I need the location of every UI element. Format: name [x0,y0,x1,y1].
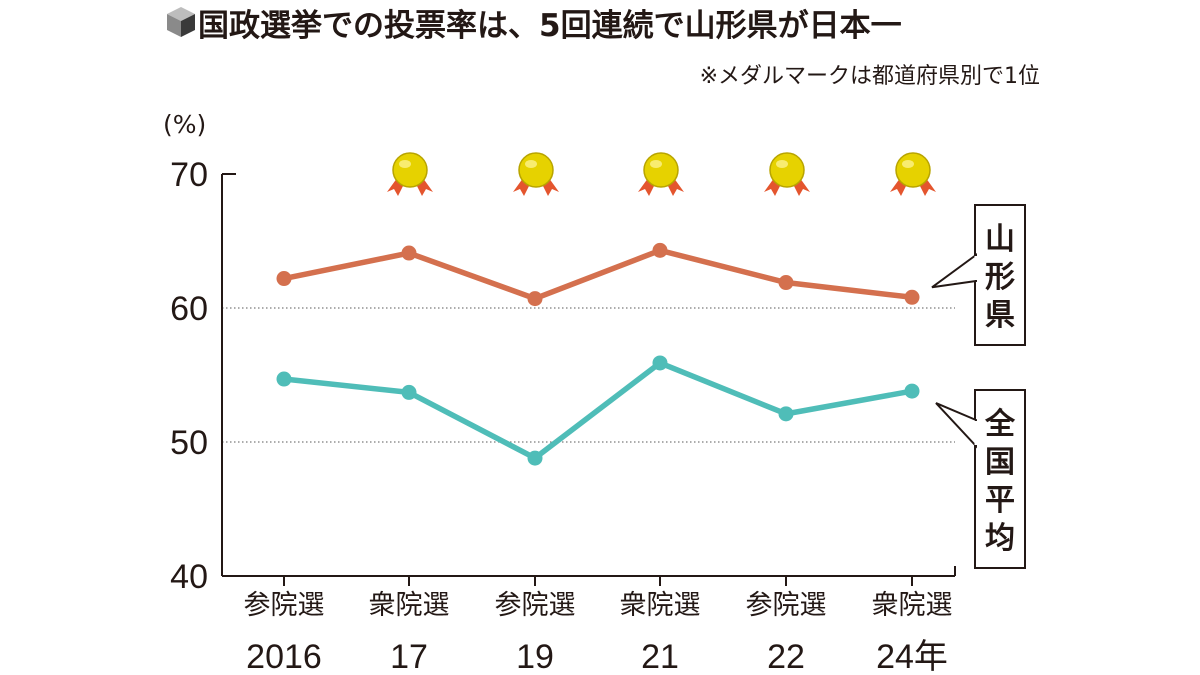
x-tick-year-label: 19 [516,638,554,675]
x-tick-election-label: 衆院選 [369,590,450,621]
series-label-char: 県 [985,298,1015,333]
series-label-char: 山 [985,222,1015,257]
y-tick-label: 70 [170,156,208,194]
y-unit-label: (%) [163,110,206,139]
data-point [652,355,668,371]
series-label-box: 山形県 [931,204,1026,346]
y-tick-label: 60 [170,290,208,328]
data-point [401,245,417,261]
data-point [276,371,292,387]
series-label-char: 全 [984,407,1016,442]
chart-title: 国政選挙での投票率は、5回連続で山形県が日本一 [198,8,902,44]
label-box-frame [974,389,1026,569]
series-label-char: 形 [985,260,1015,295]
medal-shine [525,160,537,168]
series-line [283,360,913,461]
series-lines [276,242,920,466]
data-point [527,450,543,466]
medal-icon [890,152,936,196]
medal-icon [513,152,559,196]
label-box-pointer [931,253,977,289]
x-tick-year-label: 22 [767,638,805,675]
medal-shine [650,160,662,168]
axes [221,173,956,586]
x-tick-election-label: 参院選 [244,590,325,621]
medal-disc [895,152,931,188]
data-point [652,242,668,258]
data-point [778,406,794,422]
medal-disc [518,152,554,188]
x-tick-year-label: 24年 [876,638,948,675]
data-point [276,271,292,287]
data-point [778,275,794,291]
data-point [904,289,920,305]
medal-icon [387,152,433,196]
medal-shine [902,160,914,168]
medal-shine [399,160,411,168]
data-point [527,291,543,307]
medal-disc [643,152,679,188]
gridlines [222,307,955,443]
medal-icon [638,152,684,196]
x-tick-labels: 参院選 2016 衆院選 17 参院選 19 衆院選 21 参院選 22 衆院選 24年 [244,590,953,675]
x-tick-election-label: 参院選 [495,590,576,621]
series-label-char: 国 [985,445,1015,480]
x-tick-election-label: 衆院選 [620,590,701,621]
medal-disc [392,152,428,188]
y-tick-label: 50 [170,424,208,462]
series-line [283,247,913,302]
data-point [401,384,417,400]
data-point [904,383,920,399]
x-tick-election-label: 参院選 [746,590,827,621]
x-tick-election-label: 衆院選 [872,590,953,621]
x-tick-year-label: 2016 [246,638,322,675]
medal-note: ※メダルマークは都道府県別で1位 [700,64,1040,89]
medal-shine [776,160,788,168]
label-box-pointer [935,402,977,449]
medal-icon [764,152,810,196]
x-tick-year-label: 17 [390,638,428,675]
medal-disc [769,152,805,188]
medals [387,152,936,196]
y-tick-label: 40 [170,558,208,596]
series-label-char: 均 [985,521,1015,556]
x-tick-year-label: 21 [641,638,679,675]
cube-icon [167,7,195,37]
y-tick-labels: 40 50 60 70 [170,156,208,596]
series-label-char: 平 [985,483,1015,518]
